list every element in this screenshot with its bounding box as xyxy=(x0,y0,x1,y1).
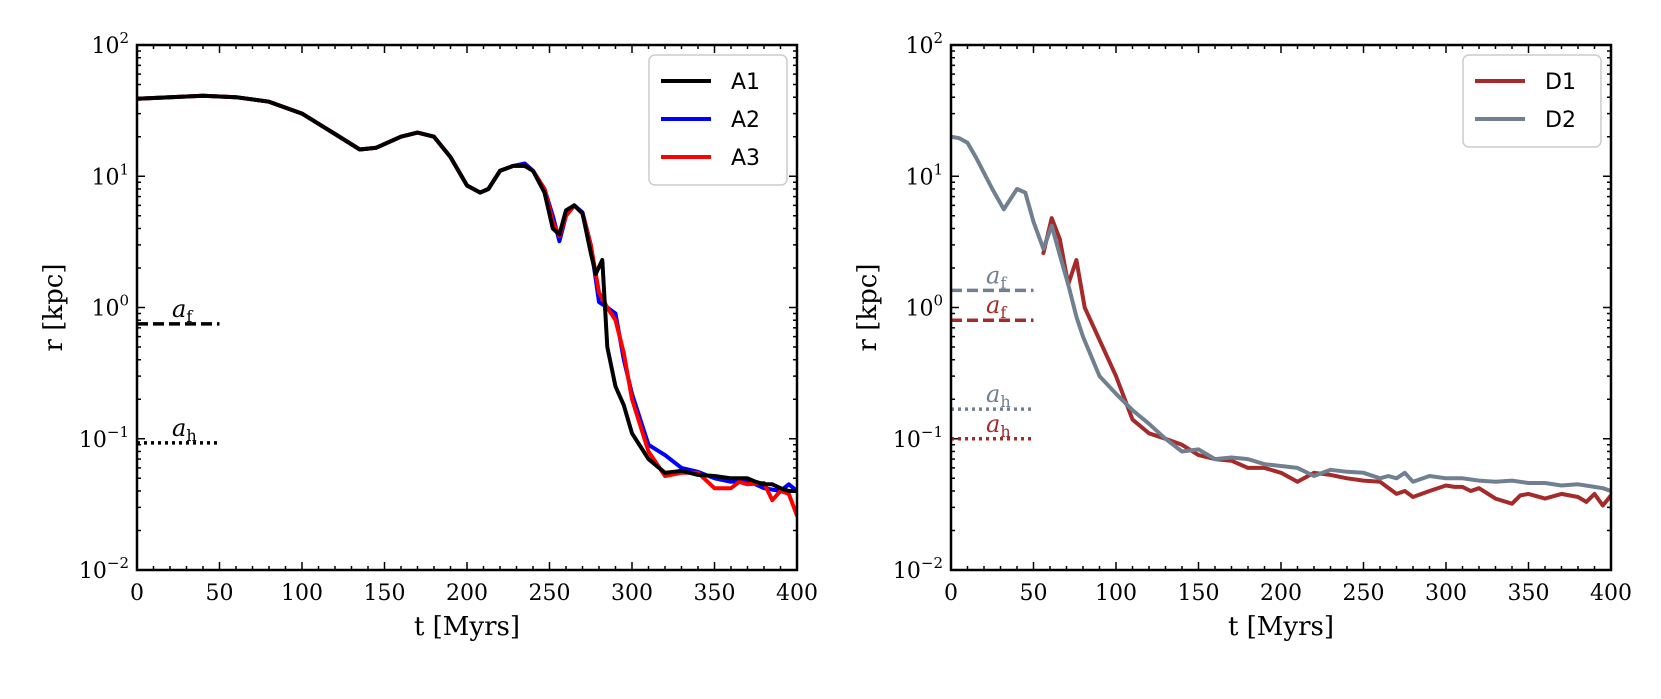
x-tick-label: 350 xyxy=(1508,581,1550,606)
y-tick-label: 101 xyxy=(905,160,943,190)
y-tick-label: 10−2 xyxy=(79,554,129,584)
x-tick-label: 50 xyxy=(206,581,234,606)
y-tick-label: 101 xyxy=(91,160,129,190)
ref-line-label: ah xyxy=(986,410,1011,441)
x-tick-label: 150 xyxy=(1178,581,1220,606)
y-tick-label: 100 xyxy=(91,292,129,322)
x-tick-label: 250 xyxy=(529,581,571,606)
ref-line-label: ah xyxy=(172,414,197,445)
y-tick-label: 10−1 xyxy=(79,423,129,453)
plot-frame xyxy=(949,43,1613,572)
series-line-d1 xyxy=(1041,216,1611,508)
ref-line-label: af xyxy=(986,261,1007,292)
x-tick-label: 50 xyxy=(1020,581,1048,606)
legend-label-d1: D1 xyxy=(1545,70,1576,95)
x-tick-label: 0 xyxy=(944,581,958,606)
x-tick-label: 100 xyxy=(1095,581,1137,606)
legend-label-a1: A1 xyxy=(731,70,760,95)
y-axis-label: r [kpc] xyxy=(853,264,883,352)
x-tick-label: 200 xyxy=(1260,581,1302,606)
ref-line-label: af xyxy=(986,291,1007,322)
x-tick-label: 0 xyxy=(130,581,144,606)
ref-line-label: af xyxy=(172,295,193,326)
x-tick-label: 150 xyxy=(364,581,406,606)
y-axis-label: r [kpc] xyxy=(39,264,69,352)
x-tick-label: 400 xyxy=(776,581,818,606)
legend-label-a2: A2 xyxy=(731,108,760,133)
x-tick-label: 350 xyxy=(694,581,736,606)
series-line-a1 xyxy=(137,93,797,493)
x-axis-label: t [Myrs] xyxy=(1228,612,1334,642)
x-tick-label: 400 xyxy=(1590,581,1632,606)
y-tick-label: 102 xyxy=(905,29,943,59)
legend-label-d2: D2 xyxy=(1545,108,1576,133)
y-tick-label: 10−2 xyxy=(893,554,943,584)
y-tick-label: 100 xyxy=(905,292,943,322)
y-tick-label: 10−1 xyxy=(893,423,943,453)
legend-box xyxy=(1462,54,1602,148)
left-panel: 0 50 100 150 200 250 300 350 400 10−2 10−1 100 101 10… xyxy=(39,29,818,642)
legend-label-a3: A3 xyxy=(731,146,760,171)
x-tick-label: 300 xyxy=(1425,581,1467,606)
y-tick-label: 102 xyxy=(91,29,129,59)
x-tick-label: 200 xyxy=(446,581,488,606)
x-axis-label: t [Myrs] xyxy=(414,612,520,642)
ref-line-label: ah xyxy=(986,380,1011,411)
x-tick-label: 250 xyxy=(1343,581,1385,606)
x-tick-label: 100 xyxy=(281,581,323,606)
plot-frame xyxy=(135,43,799,572)
legend-box xyxy=(648,54,788,186)
series-line-d2 xyxy=(951,134,1611,493)
right-panel: 0 50 100 150 200 250 300 350 400 10−2 10−1 100 101 10… xyxy=(853,29,1632,642)
x-tick-label: 300 xyxy=(611,581,653,606)
